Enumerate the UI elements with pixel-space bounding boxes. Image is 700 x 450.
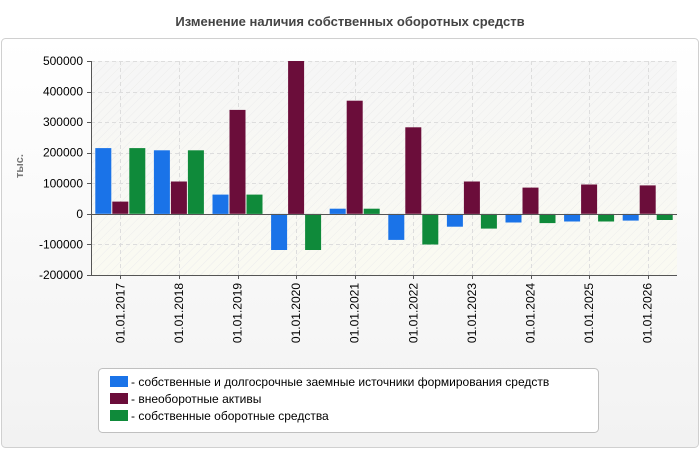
bar-series-3 bbox=[246, 194, 263, 214]
y-tick-label: -100000 bbox=[39, 237, 83, 251]
bar-series-3 bbox=[305, 213, 322, 250]
bar-series-1 bbox=[388, 213, 405, 240]
x-tick-label: 01.01.2017 bbox=[113, 283, 127, 343]
bar-series-2 bbox=[288, 61, 305, 214]
x-tick-label: 01.01.2025 bbox=[582, 283, 596, 343]
y-tick-label: 0 bbox=[76, 207, 83, 221]
x-tick-labels: 01.01.2017 01.01.2018 01.01.2019 01.01.2020… bbox=[113, 283, 654, 343]
bar-series-3 bbox=[656, 213, 673, 220]
bar-series-2 bbox=[346, 100, 363, 214]
legend-swatch bbox=[110, 410, 128, 421]
x-tick-label: 01.01.2024 bbox=[524, 283, 538, 343]
legend-items: - собственные и долгосрочные заемные ист… bbox=[110, 375, 549, 423]
x-tick-label: 01.01.2026 bbox=[641, 283, 655, 343]
bar-series-3 bbox=[363, 208, 380, 214]
y-tick-labels: 500000 400000 300000 200000 100000 0 -100000 -2… bbox=[39, 54, 83, 282]
bar-series-1 bbox=[622, 213, 639, 221]
bar-series-2 bbox=[463, 181, 480, 214]
bars bbox=[95, 61, 673, 250]
bar-series-3 bbox=[539, 213, 556, 224]
bar-series-1 bbox=[564, 213, 581, 222]
bar-series-3 bbox=[422, 213, 439, 245]
x-tick-label: 01.01.2022 bbox=[406, 283, 420, 343]
legend-label: - собственные оборотные средства bbox=[131, 409, 329, 423]
bar-series-2 bbox=[581, 184, 598, 214]
bar-series-3 bbox=[187, 150, 204, 214]
bar-series-2 bbox=[405, 127, 422, 214]
bar-series-1 bbox=[271, 213, 288, 250]
x-tick-label: 01.01.2020 bbox=[289, 283, 303, 343]
bar-series-1 bbox=[153, 150, 170, 214]
bar-series-2 bbox=[112, 201, 129, 214]
x-tick-label: 01.01.2019 bbox=[231, 283, 245, 343]
bar-series-3 bbox=[598, 213, 615, 222]
bar-series-2 bbox=[522, 187, 539, 214]
y-axis-label: тыс. bbox=[14, 154, 26, 178]
bar-series-2 bbox=[229, 109, 246, 214]
legend-label: - внеоборотные активы bbox=[131, 392, 261, 406]
legend-swatch bbox=[110, 376, 128, 387]
bar-series-1 bbox=[95, 148, 112, 214]
legend-box bbox=[98, 368, 599, 433]
axes bbox=[87, 61, 677, 279]
chart-title: Изменение наличия собственных оборотных … bbox=[175, 14, 524, 29]
legend-swatch bbox=[110, 393, 128, 404]
legend: - собственные и долгосрочные заемные ист… bbox=[98, 368, 599, 433]
bar-series-1 bbox=[329, 208, 346, 214]
bar-series-1 bbox=[446, 213, 463, 227]
y-tick-label: 400000 bbox=[43, 85, 83, 99]
bar-series-1 bbox=[212, 194, 229, 214]
bar-series-3 bbox=[129, 148, 146, 214]
y-tick-label: 300000 bbox=[43, 115, 83, 129]
bar-series-1 bbox=[505, 213, 522, 223]
y-tick-label: -200000 bbox=[39, 268, 83, 282]
bar-series-2 bbox=[639, 185, 656, 214]
x-tick-label: 01.01.2023 bbox=[465, 283, 479, 343]
y-tick-label: 500000 bbox=[43, 54, 83, 68]
y-tick-label: 200000 bbox=[43, 146, 83, 160]
bar-series-2 bbox=[170, 181, 187, 214]
legend-label: - собственные и долгосрочные заемные ист… bbox=[131, 375, 549, 389]
bar-series-3 bbox=[480, 213, 497, 229]
x-tick-label: 01.01.2021 bbox=[348, 283, 362, 343]
x-tick-label: 01.01.2018 bbox=[172, 283, 186, 343]
y-tick-label: 100000 bbox=[43, 176, 83, 190]
